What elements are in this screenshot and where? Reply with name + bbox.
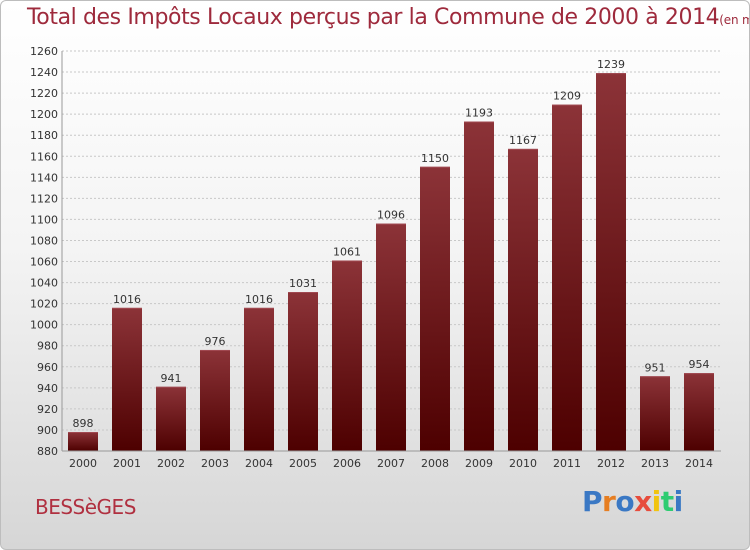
bar — [156, 386, 186, 451]
y-tick-label: 1080 — [30, 234, 58, 247]
bar — [552, 104, 582, 452]
logo-letter: o — [615, 485, 635, 518]
x-tick-label: 2006 — [333, 457, 361, 470]
logo-letter: P — [582, 485, 603, 518]
data-label: 1209 — [553, 90, 581, 103]
logo-letter: t — [660, 485, 674, 518]
y-tick-label: 1020 — [30, 298, 58, 311]
x-tick-label: 2014 — [685, 457, 713, 470]
bar — [464, 121, 494, 452]
bar — [596, 73, 626, 452]
y-tick-label: 920 — [37, 403, 58, 416]
data-label: 1096 — [377, 209, 405, 222]
y-tick-label: 1200 — [30, 108, 58, 121]
chart-title-text: Total des Impôts Locaux perçus par la Co… — [27, 5, 720, 30]
y-tick-label: 980 — [37, 340, 58, 353]
x-tick-label: 2012 — [597, 457, 625, 470]
y-tick-label: 960 — [37, 361, 58, 374]
data-label: 954 — [689, 358, 710, 371]
y-tick-label: 940 — [37, 382, 58, 395]
data-label: 976 — [205, 335, 226, 348]
data-label: 1016 — [245, 293, 273, 306]
data-label: 1167 — [509, 134, 537, 147]
x-tick-label: 2011 — [553, 457, 581, 470]
x-tick-label: 2013 — [641, 457, 669, 470]
data-label: 898 — [73, 417, 94, 430]
axis-layer: 880 900 920 940 960 980 1000 1020 1040 1060 1080 11… — [30, 45, 721, 470]
data-label: 1016 — [113, 293, 141, 306]
y-tick-label: 1240 — [30, 66, 58, 79]
labels-layer: 898 1016 941 976 1016 1031 1061 1096 1150 1193 116… — [73, 58, 710, 430]
logo-letter: r — [602, 485, 616, 518]
data-label: 1193 — [465, 107, 493, 120]
data-label: 941 — [161, 372, 182, 385]
x-tick-label: 2005 — [289, 457, 317, 470]
y-tick-label: 880 — [37, 445, 58, 458]
x-tick-label: 2010 — [509, 457, 537, 470]
bars-layer — [68, 73, 714, 452]
y-tick-label: 1260 — [30, 45, 58, 58]
proxiti-logo[interactable]: Proxiti — [582, 485, 683, 518]
y-tick-label: 1060 — [30, 256, 58, 269]
bar — [376, 223, 406, 451]
x-tick-label: 2002 — [157, 457, 185, 470]
y-tick-label: 1040 — [30, 277, 58, 290]
y-tick-label: 1160 — [30, 150, 58, 163]
bar — [112, 307, 142, 451]
bar — [640, 376, 670, 451]
bar — [200, 349, 230, 451]
x-tick-label: 2003 — [201, 457, 229, 470]
data-label: 1239 — [597, 58, 625, 71]
y-tick-label: 1180 — [30, 129, 58, 142]
data-label: 1061 — [333, 245, 361, 258]
bar — [68, 432, 98, 451]
y-tick-label: 1220 — [30, 87, 58, 100]
x-tick-label: 2009 — [465, 457, 493, 470]
bar — [288, 292, 318, 451]
data-label: 1031 — [289, 277, 317, 290]
y-tick-label: 1000 — [30, 319, 58, 332]
x-tick-label: 2008 — [421, 457, 449, 470]
logo-letter: i — [673, 485, 684, 518]
data-label: 951 — [645, 361, 666, 374]
bar — [244, 307, 274, 451]
logo-letter: i — [651, 485, 662, 518]
bar — [508, 148, 538, 452]
x-tick-label: 2007 — [377, 457, 405, 470]
chart-unit-text: (en milliers d'€) — [719, 13, 749, 27]
x-tick-label: 2000 — [69, 457, 97, 470]
y-tick-label: 1100 — [30, 213, 58, 226]
y-tick-label: 1140 — [30, 171, 58, 184]
commune-name: BESSèGES — [35, 495, 136, 519]
y-tick-label: 1120 — [30, 192, 58, 205]
bar — [332, 260, 362, 451]
x-tick-label: 2004 — [245, 457, 273, 470]
bar — [684, 373, 714, 451]
logo-letter: x — [634, 485, 652, 518]
chart-title: Total des Impôts Locaux perçus par la Co… — [27, 5, 749, 30]
x-tick-label: 2001 — [113, 457, 141, 470]
data-label: 1150 — [421, 152, 449, 165]
bar — [420, 166, 450, 451]
y-tick-label: 900 — [37, 424, 58, 437]
